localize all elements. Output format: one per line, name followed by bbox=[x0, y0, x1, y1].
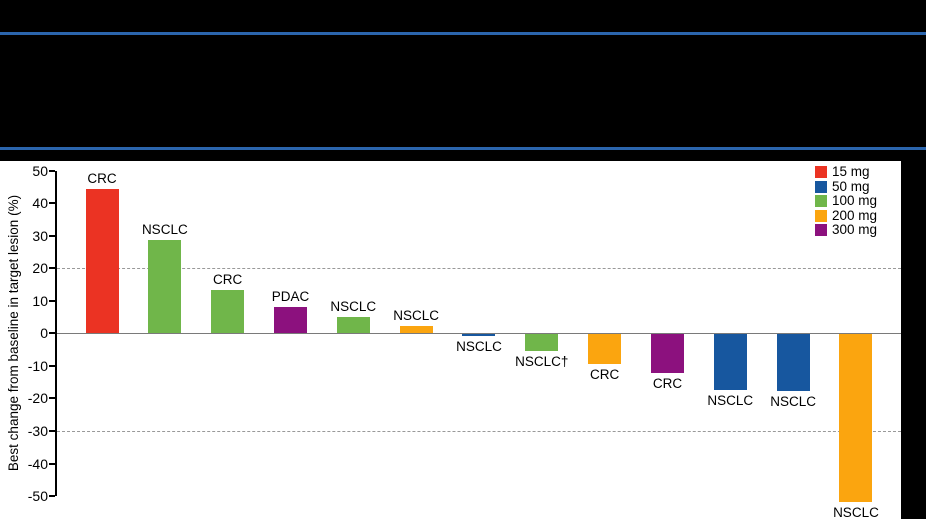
reference-line bbox=[57, 268, 901, 270]
reference-line bbox=[57, 430, 901, 432]
bar bbox=[399, 325, 433, 334]
y-tick bbox=[49, 429, 55, 432]
bar-label: NSCLC† bbox=[515, 354, 569, 370]
legend-swatch bbox=[815, 166, 827, 178]
bar-label: NSCLC bbox=[707, 393, 754, 409]
y-tick bbox=[49, 397, 55, 400]
bar-label: NSCLC bbox=[833, 504, 879, 519]
legend-label: 15 mg bbox=[832, 164, 870, 179]
y-tick-label: -20 bbox=[27, 390, 48, 407]
bar bbox=[839, 333, 873, 502]
bar-label: CRC bbox=[213, 272, 243, 288]
bar bbox=[148, 240, 182, 334]
chart-panel: Best change from baseline in target lesi… bbox=[0, 161, 901, 519]
y-tick-label: 30 bbox=[32, 227, 48, 244]
y-tick-label: -30 bbox=[27, 422, 48, 439]
y-tick-label: 0 bbox=[40, 325, 48, 342]
legend-swatch bbox=[815, 180, 827, 193]
bar bbox=[462, 333, 496, 337]
y-tick-label: 40 bbox=[32, 195, 48, 212]
bar bbox=[273, 307, 307, 334]
bar-label: NSCLC bbox=[141, 222, 188, 238]
bar-label: CRC bbox=[590, 367, 620, 383]
y-tick-label: 20 bbox=[32, 260, 48, 277]
legend-swatch bbox=[815, 195, 827, 208]
top-divider-line bbox=[0, 32, 926, 35]
bar-label: NSCLC bbox=[770, 394, 816, 410]
legend-swatch bbox=[815, 209, 827, 222]
zero-line bbox=[57, 332, 901, 335]
header-divider-line bbox=[0, 147, 926, 150]
bar bbox=[336, 317, 370, 334]
bar-label: NSCLC bbox=[330, 299, 377, 315]
legend-label: 100 mg bbox=[832, 193, 878, 209]
legend-label: 300 mg bbox=[832, 222, 878, 238]
y-tick-label: -40 bbox=[27, 455, 48, 472]
bar bbox=[588, 333, 622, 365]
bar-label: PDAC bbox=[271, 289, 310, 305]
bar-label: NSCLC bbox=[393, 307, 440, 323]
legend-swatch bbox=[815, 224, 827, 237]
y-axis-line bbox=[55, 170, 57, 497]
y-tick bbox=[49, 202, 55, 205]
y-tick bbox=[49, 267, 55, 270]
bar-label: CRC bbox=[87, 170, 117, 186]
y-tick bbox=[49, 234, 55, 237]
bar-label: NSCLC bbox=[456, 339, 502, 355]
legend-label: 200 mg bbox=[832, 207, 878, 223]
y-tick bbox=[49, 495, 55, 498]
y-tick bbox=[49, 364, 55, 367]
y-tick-label: -10 bbox=[27, 357, 48, 374]
y-tick-label: 10 bbox=[32, 292, 48, 309]
bar-label: CRC bbox=[652, 376, 683, 392]
bar bbox=[525, 333, 559, 352]
bar bbox=[211, 290, 245, 334]
y-tick bbox=[49, 332, 55, 335]
y-tick-label: 50 bbox=[32, 162, 48, 179]
bar bbox=[85, 188, 119, 334]
y-tick bbox=[49, 299, 55, 302]
bar bbox=[713, 333, 747, 391]
bar bbox=[776, 333, 810, 392]
y-tick-label: -50 bbox=[27, 488, 48, 505]
legend-label: 50 mg bbox=[832, 178, 870, 194]
y-tick bbox=[49, 169, 55, 172]
y-tick bbox=[49, 462, 55, 465]
bar bbox=[650, 333, 684, 374]
